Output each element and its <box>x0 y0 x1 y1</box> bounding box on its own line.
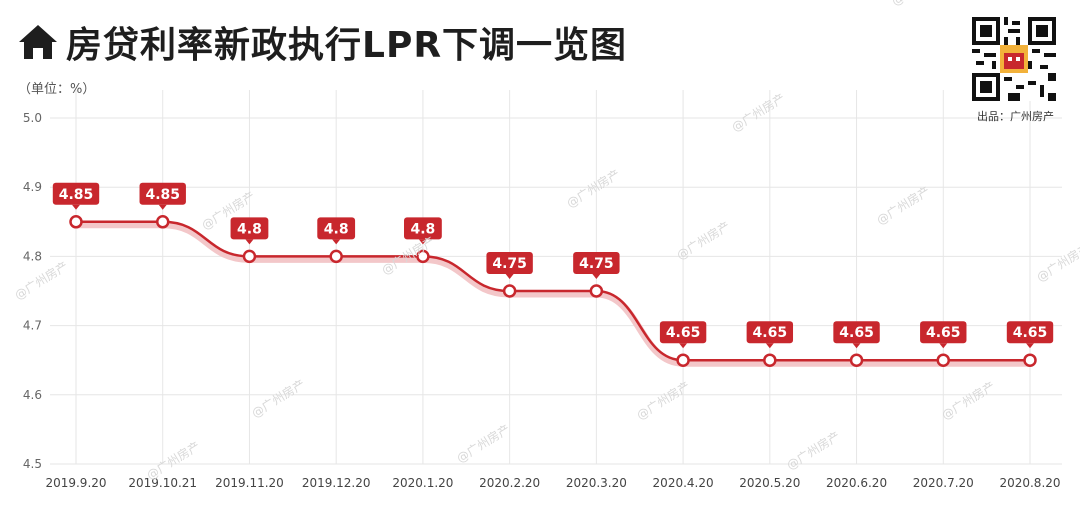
data-label-pointer <box>1026 343 1034 349</box>
data-label-pointer <box>332 239 341 245</box>
data-label: 4.75 <box>579 256 614 272</box>
y-tick-label: 4.5 <box>23 457 42 471</box>
watermark: @广州房产 <box>1034 240 1080 285</box>
data-point <box>155 215 170 229</box>
unit-label: （单位：%） <box>18 82 96 97</box>
data-point <box>763 353 777 367</box>
data-label-pointer <box>939 343 948 349</box>
x-tick-label: 2019.12.20 <box>302 476 371 490</box>
data-label: 4.65 <box>753 325 788 341</box>
data-point <box>1023 353 1037 367</box>
watermark: @广州房产 <box>674 218 733 263</box>
data-label-pointer <box>592 274 601 279</box>
title-bar: 房贷利率新政执行LPR下调一览图 <box>16 14 627 70</box>
data-point <box>936 353 951 367</box>
y-tick-label: 4.6 <box>23 388 42 402</box>
data-label-bg <box>404 217 442 240</box>
data-label-pointer <box>505 274 514 279</box>
data-label-bg <box>659 321 707 344</box>
watermark: @广州房产 <box>249 376 308 421</box>
home-icon <box>19 25 57 59</box>
data-label: 4.65 <box>1013 325 1048 341</box>
data-label: 4.85 <box>59 187 94 203</box>
data-point <box>329 249 343 264</box>
data-point <box>849 353 864 367</box>
x-tick-label: 2020.7.20 <box>913 476 974 490</box>
source-label: 出品：广州房产 <box>977 110 1054 123</box>
data-label: 4.65 <box>666 325 701 341</box>
watermark: @广州房产 <box>889 0 948 9</box>
data-label: 4.8 <box>411 221 436 237</box>
watermark: @广州房产 <box>634 378 693 423</box>
data-label-bg <box>230 217 269 240</box>
data-label-bg <box>833 321 880 344</box>
data-label-bg <box>1006 321 1054 344</box>
data-point <box>589 284 604 298</box>
data-label-pointer <box>72 204 80 210</box>
x-tick-label: 2020.8.20 <box>999 476 1060 490</box>
series-line-shadow <box>76 221 1030 367</box>
x-tick-label: 2019.11.20 <box>215 476 284 490</box>
data-label-pointer <box>245 239 254 245</box>
page-title: 房贷利率新政执行LPR下调一览图 <box>66 25 628 66</box>
x-tick-label: 2020.2.20 <box>479 476 540 490</box>
data-label: 4.85 <box>145 187 180 203</box>
watermark: @广州房产 <box>729 90 788 135</box>
data-label-bg <box>317 217 356 240</box>
data-label-pointer <box>418 239 427 245</box>
data-label-pointer <box>765 343 774 349</box>
y-tick-label: 4.9 <box>23 180 42 194</box>
data-label-pointer <box>158 204 167 210</box>
data-label-bg <box>139 182 186 205</box>
data-point <box>676 353 690 367</box>
data-label: 4.8 <box>237 221 262 237</box>
data-label-bg <box>486 252 533 274</box>
x-tick-label: 2020.4.20 <box>653 476 714 490</box>
qr-code-icon[interactable] <box>972 17 1056 101</box>
data-label: 4.75 <box>492 256 527 272</box>
data-point <box>242 249 257 264</box>
x-tick-label: 2019.9.20 <box>45 476 106 490</box>
data-label-bg <box>52 182 100 205</box>
data-label-pointer <box>679 343 688 349</box>
data-label-bg <box>573 252 620 274</box>
y-tick-label: 4.7 <box>23 319 42 333</box>
data-label: 4.8 <box>324 221 349 237</box>
data-label-pointer <box>852 343 861 349</box>
x-tick-label: 2020.1.20 <box>392 476 453 490</box>
watermark: @广州房产 <box>564 166 623 211</box>
data-label-bg <box>920 321 967 344</box>
data-label-bg <box>746 321 794 344</box>
data-label: 4.65 <box>839 325 874 341</box>
watermark: @广州房产 <box>784 428 843 473</box>
x-tick-label: 2019.10.21 <box>128 476 197 490</box>
series-line <box>76 220 1030 362</box>
watermark: @广州房产 <box>12 258 71 303</box>
x-tick-label: 2020.6.20 <box>826 476 887 490</box>
data-label: 4.65 <box>926 325 961 341</box>
data-point <box>69 215 83 229</box>
watermark: @广州房产 <box>939 378 998 423</box>
data-point <box>416 249 430 264</box>
y-tick-label: 4.8 <box>23 249 42 263</box>
x-tick-label: 2020.3.20 <box>566 476 627 490</box>
watermark: @广州房产 <box>454 421 513 466</box>
x-tick-label: 2020.5.20 <box>739 476 800 490</box>
data-point <box>502 284 517 298</box>
watermark: @广州房产 <box>874 183 933 228</box>
y-tick-label: 5.0 <box>23 111 42 125</box>
